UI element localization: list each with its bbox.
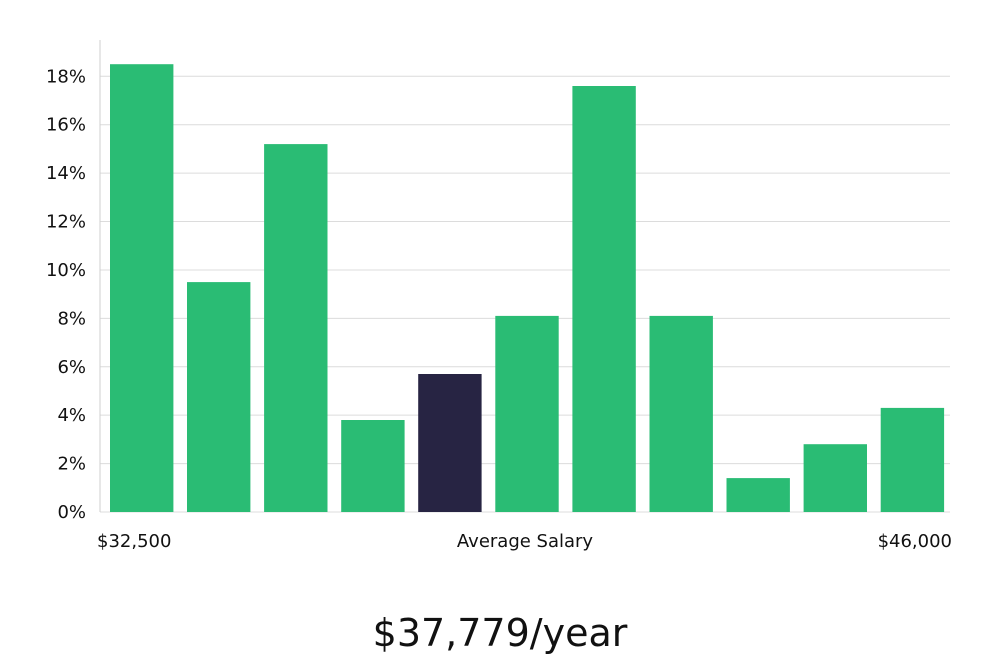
y-axis-ticks: 0% 2% 4% 6% 8% 10% 12% 14% 16% 18%	[46, 66, 86, 523]
y-tick-label: 8%	[57, 308, 86, 329]
y-tick-label: 14%	[46, 163, 86, 184]
y-tick-label: 6%	[57, 357, 86, 378]
bar	[264, 144, 328, 512]
bar	[187, 282, 251, 512]
bar	[341, 420, 405, 512]
bars	[110, 64, 945, 512]
y-tick-label: 16%	[46, 115, 86, 136]
bar	[803, 444, 867, 512]
bar	[649, 315, 713, 512]
y-tick-label: 18%	[46, 66, 86, 87]
salary-distribution-chart: 0% 2% 4% 6% 8% 10% 12% 14% 16% 18% $32,500 Averag…	[46, 40, 952, 552]
x-axis-end-label: $46,000	[878, 531, 952, 552]
y-tick-label: 10%	[46, 260, 86, 281]
bar	[880, 407, 945, 512]
y-tick-label: 0%	[57, 502, 86, 523]
bar	[726, 478, 790, 512]
bar	[572, 86, 636, 512]
x-axis-start-label: $32,500	[97, 531, 171, 552]
y-tick-label: 12%	[46, 212, 86, 233]
bar	[495, 315, 559, 512]
x-axis-title: Average Salary	[457, 531, 594, 552]
y-tick-label: 4%	[57, 405, 86, 426]
bar-highlighted	[418, 374, 482, 512]
bar	[110, 64, 174, 512]
y-tick-label: 2%	[57, 454, 86, 475]
average-salary-value: $37,779/year	[372, 611, 628, 655]
